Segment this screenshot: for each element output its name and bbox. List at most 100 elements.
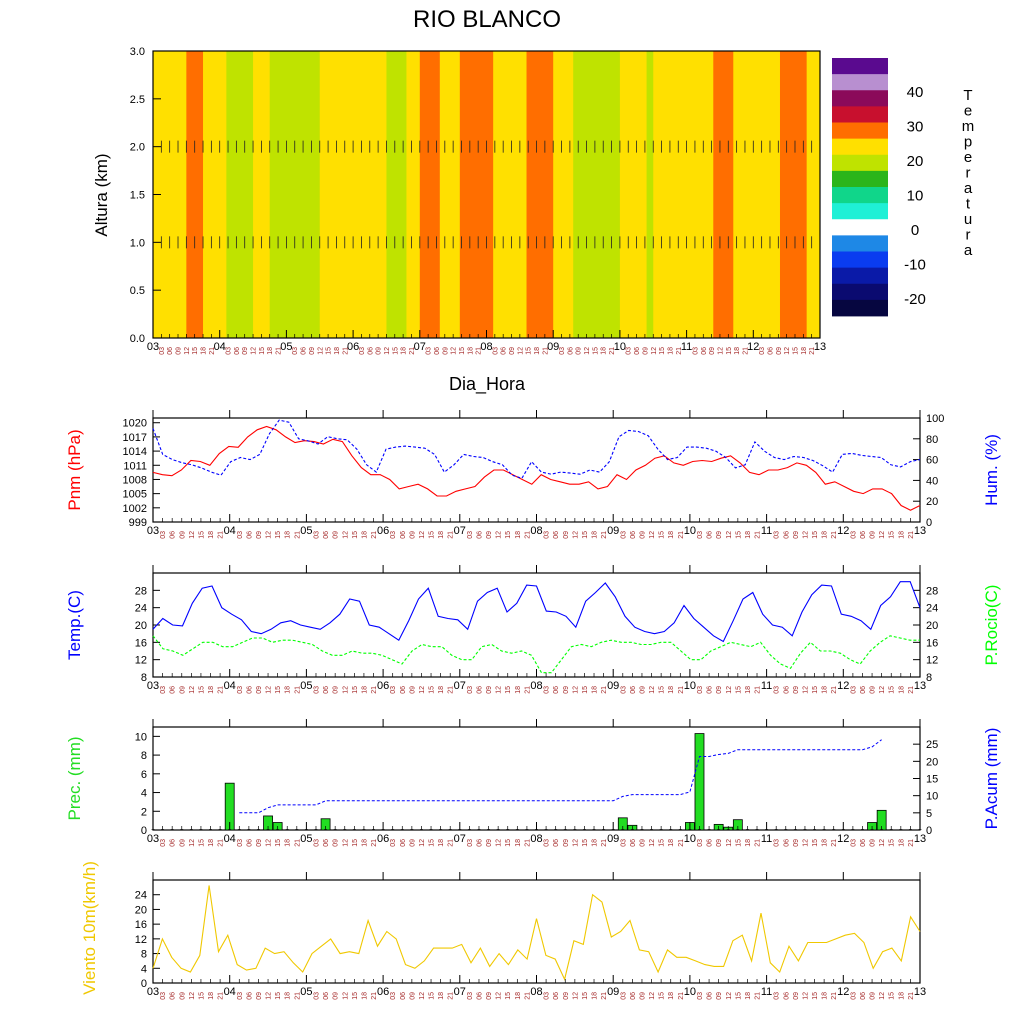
x-hour-label: 12: [496, 686, 503, 694]
y-tick-label: 20: [135, 620, 147, 632]
x-hour-label: 12: [266, 686, 273, 694]
temperature-band: [269, 51, 321, 338]
x-hour-label: 09: [639, 686, 646, 694]
x-hour-label: 06: [167, 347, 174, 355]
x-hour-label: 18: [668, 992, 675, 1000]
temperature-band: [573, 51, 621, 338]
x-hour-label: 09: [870, 839, 877, 847]
x-hour-label: 15: [259, 347, 266, 355]
x-day-label: 03: [147, 833, 159, 845]
x-hour-label: 21: [294, 992, 301, 1000]
x-day-label: 06: [347, 341, 359, 353]
x-hour-label: 03: [292, 347, 299, 355]
y-tick-label: 28: [135, 585, 147, 597]
x-hour-label: 21: [678, 686, 685, 694]
x-hour-label: 09: [409, 531, 416, 539]
x-hour-label: 09: [716, 992, 723, 1000]
x-hour-label: 21: [755, 686, 762, 694]
colorbar-title-letter: u: [964, 211, 972, 228]
colorbar-swatch: [832, 106, 888, 123]
x-day-label: 08: [530, 986, 542, 998]
temperature-band: [439, 51, 461, 338]
x-day-label: 05: [300, 833, 312, 845]
x-hour-label: 15: [198, 992, 205, 1000]
x-hour-label: 15: [582, 839, 589, 847]
x-hour-label: 15: [735, 686, 742, 694]
y-tick-label: 1002: [123, 503, 147, 515]
x-hour-label: 21: [755, 992, 762, 1000]
x-hour-label: 09: [793, 839, 800, 847]
y2-tick-label: 40: [926, 475, 938, 487]
x-hour-label: 06: [476, 992, 483, 1000]
x-hour-label: 15: [659, 992, 666, 1000]
x-hour-label: 15: [582, 992, 589, 1000]
x-day-label: 13: [814, 341, 826, 353]
x-hour-label: 06: [701, 347, 708, 355]
y-tick-label: 8: [141, 949, 147, 961]
x-hour-label: 03: [620, 531, 627, 539]
x-day-label: 10: [684, 525, 696, 537]
x-hour-label: 12: [584, 347, 591, 355]
x-hour-label: 09: [793, 531, 800, 539]
x-hour-label: 15: [812, 531, 819, 539]
x-hour-label: 09: [563, 686, 570, 694]
x-hour-label: 12: [649, 531, 656, 539]
x-hour-label: 15: [659, 531, 666, 539]
x-hour-label: 15: [505, 992, 512, 1000]
x-hour-label: 12: [879, 686, 886, 694]
y-tick-label: 16: [135, 919, 147, 931]
x-hour-label: 15: [659, 839, 666, 847]
x-hour-label: 03: [160, 992, 167, 1000]
x-hour-label: 06: [323, 839, 330, 847]
x-day-label: 11: [681, 341, 692, 353]
x-hour-label: 15: [526, 347, 533, 355]
y-tick-label: 1011: [123, 460, 147, 472]
x-hour-label: 09: [642, 347, 649, 355]
y2-tick-label: 0: [926, 825, 932, 837]
x-hour-label: 21: [601, 839, 608, 847]
x-hour-label: 03: [774, 531, 781, 539]
x-hour-label: 18: [334, 347, 341, 355]
x-hour-label: 06: [367, 347, 374, 355]
x-hour-label: 06: [246, 839, 253, 847]
plot-frame: [152, 417, 921, 523]
y-tick-label: 2.0: [130, 142, 145, 154]
x-day-label: 12: [837, 525, 849, 537]
x-hour-label: 06: [783, 992, 790, 1000]
y-tick-label: 20: [135, 904, 147, 916]
x-hour-label: 12: [726, 531, 733, 539]
x-hour-label: 09: [333, 992, 340, 1000]
x-hour-label: 15: [275, 992, 282, 1000]
colorbar-label: 0: [911, 222, 919, 239]
chart-title: RIO BLANCO: [413, 6, 561, 33]
x-hour-label: 18: [898, 686, 905, 694]
y-axis-label: Altura (km): [92, 153, 111, 236]
x-hour-label: 03: [160, 839, 167, 847]
x-day-label: 03: [147, 680, 159, 692]
x-hour-label: 09: [409, 839, 416, 847]
x-day-label: 08: [530, 833, 542, 845]
x-hour-label: 12: [189, 839, 196, 847]
x-hour-label: 15: [582, 686, 589, 694]
x-hour-label: 03: [620, 839, 627, 847]
x-hour-label: 03: [697, 531, 704, 539]
x-hour-label: 15: [275, 686, 282, 694]
x-hour-label: 12: [342, 686, 349, 694]
x-hour-label: 03: [467, 531, 474, 539]
x-hour-label: 18: [208, 531, 215, 539]
x-hour-label: 15: [352, 686, 359, 694]
x-hour-label: 21: [476, 347, 483, 355]
x-hour-label: 06: [707, 839, 714, 847]
x-hour-label: 18: [668, 839, 675, 847]
x-hour-label: 03: [237, 839, 244, 847]
x-hour-label: 09: [716, 531, 723, 539]
x-hour-label: 15: [429, 686, 436, 694]
x-day-label: 05: [300, 525, 312, 537]
x-hour-label: 18: [438, 686, 445, 694]
x-hour-label: 03: [544, 686, 551, 694]
x-hour-label: 09: [563, 531, 570, 539]
x-hour-label: 03: [160, 531, 167, 539]
x-hour-label: 09: [486, 531, 493, 539]
x-hour-label: 21: [601, 686, 608, 694]
y-tick-label: 12: [135, 934, 147, 946]
